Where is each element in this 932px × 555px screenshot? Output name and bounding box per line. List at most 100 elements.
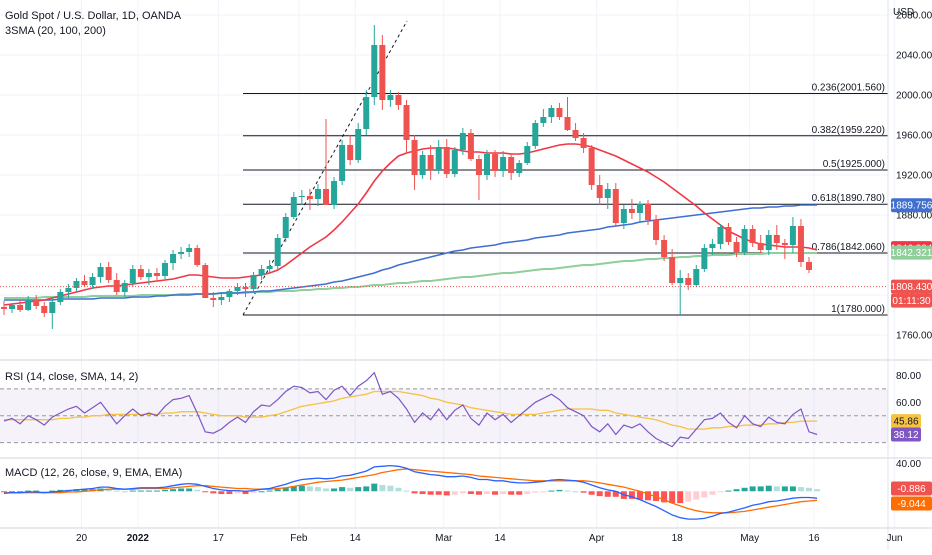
candle-body [17,305,24,310]
macd-histogram-bar [371,483,378,492]
macd-histogram-bar [298,485,305,492]
rsi-legend[interactable]: RSI (14, close, SMA, 14, 2) [5,371,139,383]
rsi-axis-tick: 60.00 [896,398,921,409]
sma100-line [4,204,818,301]
candle-body [194,248,201,265]
macd-histogram-bar [81,489,88,492]
macd-histogram-bar [170,489,177,492]
price-axis-tick: 2040.000 [896,51,932,62]
time-axis-tick: 18 [672,533,684,544]
macd-histogram-bar [556,489,563,492]
candle-body [314,189,321,199]
candle-body [548,108,555,117]
candle-body [693,269,700,285]
candle-body [508,157,515,173]
macd-histogram-bar [677,491,684,504]
price-axis-tick: 1880.000 [896,211,932,222]
candle-body [806,262,812,270]
candle-body [387,95,394,100]
macd-histogram-bar [492,491,499,495]
macd-histogram-bar [290,486,297,492]
rsi-value-box [891,427,921,442]
candle-body [733,242,740,252]
candle-body [145,273,152,277]
macd-histogram-bar [379,485,386,492]
macd-histogram-bar [443,491,450,496]
candle-body [226,291,233,297]
macd-histogram-bar [57,489,64,492]
countdown-text: 01:11:30 [892,296,931,307]
macd-histogram-bar [797,487,804,492]
time-axis-tick: 14 [350,533,362,544]
macd-histogram-bar [41,491,48,493]
candle-body [741,229,748,252]
candle-body [709,244,716,248]
candle-body [290,197,297,217]
candle-body [355,129,362,160]
candle-body [411,140,418,175]
sma-legend[interactable]: 3SMA (20, 100, 200) [5,25,106,37]
macd-histogram-bar [194,489,201,492]
macd-histogram-bar [33,490,40,492]
macd-histogram-bar [9,491,16,493]
fib-level-label: 0.236(2001.560) [812,82,885,93]
time-axis-tick: 20 [76,533,88,544]
price-label-text: 1889.756 [891,201,932,212]
macd-histogram-bar [773,486,780,492]
macd-histogram-bar [178,488,185,492]
candle-body [379,45,386,100]
currency-label: USD [893,7,915,18]
price-label-box [891,245,932,260]
macd-histogram-bar [636,491,643,500]
candle-body [347,145,354,160]
candle-body [129,269,136,283]
candle-body [636,204,643,213]
macd-histogram-bar [628,491,635,499]
macd-histogram-bar [596,491,603,497]
fib-level-label: 1(1780.000) [831,304,885,315]
price-axis-tick: 1960.000 [896,131,932,142]
macd-histogram-bar [411,491,418,494]
candle-body [500,157,507,171]
candle-body [113,280,120,292]
candle-body [588,148,595,185]
macd-legend[interactable]: MACD (12, 26, close, 9, EMA, EMA) [5,467,183,479]
macd-histogram-bar [266,490,273,492]
candle-body [773,235,780,243]
macd-histogram-bar [709,491,716,495]
macd-histogram-bar [331,488,338,492]
candle-body [97,267,104,277]
macd-histogram-bar [121,491,128,493]
candle-body [202,265,209,298]
macd-histogram-bar [210,491,217,494]
price-label-text: 1842.321 [891,248,932,259]
candle-body [645,204,651,220]
price-label-box [891,198,932,213]
time-axis-tick: 17 [213,533,225,544]
macd-histogram-bar [363,486,370,492]
time-axis-tick: 14 [495,533,507,544]
candle-body [564,117,571,130]
price-axis-tick: 1920.000 [896,171,932,182]
candle-body [524,146,531,163]
candle-body [89,277,96,285]
candle-body [178,252,185,254]
macd-histogram-bar [234,491,241,494]
fib-level-label: 0.5(1925.000) [823,159,885,170]
candle-body [234,287,241,291]
time-axis-tick: Jun [886,533,902,544]
candle-body [749,229,756,243]
macd-histogram-bar [202,491,209,493]
candle-body [121,283,128,292]
macd-histogram-bar [153,490,160,492]
candle-body [162,263,168,276]
candle-body [258,269,265,275]
candle-body [677,278,684,283]
macd-histogram-bar [17,491,24,493]
candle-body [363,97,370,129]
candle-body [653,220,660,240]
candle-body [65,288,72,292]
candle-body [685,278,692,285]
